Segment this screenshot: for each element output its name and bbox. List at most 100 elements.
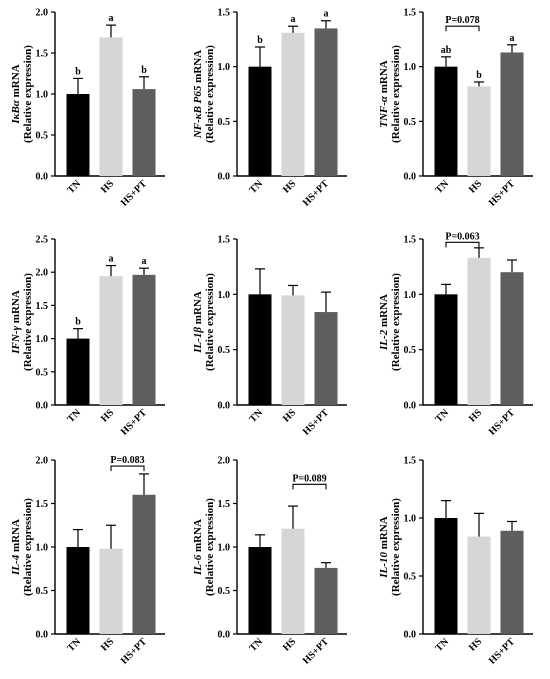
category-label: HS+PT xyxy=(487,407,518,438)
y-tick-label: 0.0 xyxy=(36,630,49,641)
category-label: HS+PT xyxy=(487,636,518,667)
chart-panel: 0.0 0.5 1.0 1.5 ab TN b HS a HS+PT P=0.078 TNF-α mR… xyxy=(378,8,533,209)
bar xyxy=(314,28,338,177)
significance-letter: ab xyxy=(441,45,452,56)
p-value-annotation: P=0.089 xyxy=(292,473,326,484)
y-axis-label: IL-1β mRNA xyxy=(192,291,204,354)
y-tick-label: 0.5 xyxy=(36,131,49,142)
y-axis-label-suffix: mRNA xyxy=(192,50,204,86)
category-label: HS+PT xyxy=(301,636,332,667)
y-tick-label: 1.0 xyxy=(218,62,231,73)
y-tick-label: 1.0 xyxy=(404,62,417,73)
y-tick-label: 0.5 xyxy=(218,117,231,128)
bar xyxy=(467,536,491,634)
y-axis-sublabel: (Relative expression) xyxy=(390,498,402,596)
chart-panel: 0.0 0.5 1.0 1.5 2.0 2.5 b TN a HS a HS+PT IFN-γ mRNA… xyxy=(10,235,165,438)
y-tick-label: 0.0 xyxy=(36,172,49,183)
y-axis-label-gene: IL-1β xyxy=(192,327,204,354)
y-tick-label: 0.5 xyxy=(218,586,231,597)
bar xyxy=(281,528,305,634)
bar xyxy=(132,89,156,176)
y-tick-label: 2.0 xyxy=(218,456,231,467)
y-axis-label: IκBα mRNA xyxy=(10,64,22,124)
significance-letter: a xyxy=(324,9,329,20)
p-value-annotation: P=0.063 xyxy=(445,231,479,242)
y-tick-label: 1.5 xyxy=(36,499,49,510)
significance-letter: b xyxy=(141,65,147,76)
y-tick-label: 0.0 xyxy=(218,172,231,183)
bar xyxy=(434,294,458,405)
y-axis-sublabel: (Relative expression) xyxy=(204,273,216,371)
category-label: HS xyxy=(281,636,299,654)
bar xyxy=(99,37,123,176)
y-tick-label: 2.5 xyxy=(36,235,49,246)
y-tick-label: 1.5 xyxy=(218,8,231,19)
category-label: HS xyxy=(99,407,117,425)
y-axis-label-suffix: mRNA xyxy=(10,64,22,100)
y-axis-label: IL-10 mRNA xyxy=(378,516,390,578)
y-tick-label: 1.5 xyxy=(404,456,417,467)
bar xyxy=(500,52,524,176)
chart-panel: 0.0 0.5 1.0 1.5 TN HS HS+PT P=0.063 IL-2 mRNA (Re… xyxy=(378,231,533,438)
bar xyxy=(467,257,491,405)
chart-panel: 0.0 0.5 1.0 1.5 TN HS HS+PT IL-1β mRNA (Relative… xyxy=(192,235,347,438)
chart-panel: 0.0 0.5 1.0 1.5 2.0 TN HS HS+PT P=0.089 IL-6 mRNA… xyxy=(192,456,347,667)
bar xyxy=(132,494,156,634)
bar xyxy=(434,66,458,176)
bar xyxy=(99,276,123,405)
y-axis-sublabel: (Relative expression) xyxy=(22,498,34,596)
bar xyxy=(434,518,458,634)
significance-letter: b xyxy=(75,317,81,328)
significance-letter: a xyxy=(109,254,114,265)
significance-letter: b xyxy=(75,66,81,77)
bar xyxy=(248,547,272,634)
comparison-bracket xyxy=(292,483,327,490)
bar xyxy=(66,547,90,634)
category-label: TN xyxy=(434,407,452,425)
y-axis-label: TNF-α mRNA xyxy=(378,60,390,128)
y-axis-label-suffix: mRNA xyxy=(378,60,390,96)
chart-panel: 0.0 0.5 1.0 1.5 2.0 TN HS HS+PT P=0.083 IL-4 mRNA… xyxy=(10,455,165,667)
category-label: TN xyxy=(434,178,452,196)
category-label: HS+PT xyxy=(119,178,150,209)
comparison-bracket xyxy=(110,465,145,472)
significance-letter: b xyxy=(257,35,263,46)
y-tick-label: 0.0 xyxy=(218,630,231,641)
category-label: HS+PT xyxy=(119,636,150,667)
y-axis-label-suffix: mRNA xyxy=(378,294,390,330)
category-label: TN xyxy=(248,636,266,654)
category-label: TN xyxy=(434,636,452,654)
y-tick-label: 1.5 xyxy=(404,8,417,19)
comparison-bracket xyxy=(445,25,480,32)
category-label: HS xyxy=(467,636,485,654)
y-tick-label: 1.5 xyxy=(218,235,231,246)
y-axis-sublabel: (Relative expression) xyxy=(390,45,402,143)
y-axis-label: IL-2 mRNA xyxy=(378,294,390,351)
category-label: TN xyxy=(66,636,84,654)
y-tick-label: 1.0 xyxy=(36,90,49,101)
chart-panel: 0.0 0.5 1.0 1.5 2.0 b TN a HS b HS+PT IκBα mRNA (Rel… xyxy=(10,8,165,209)
category-label: HS xyxy=(467,178,485,196)
y-tick-label: 1.0 xyxy=(404,514,417,525)
y-axis-sublabel: (Relative expression) xyxy=(390,273,402,371)
y-axis-sublabel: (Relative expression) xyxy=(22,273,34,371)
category-label: HS+PT xyxy=(301,407,332,438)
bar xyxy=(132,274,156,405)
category-label: HS xyxy=(467,407,485,425)
y-tick-label: 0.5 xyxy=(404,572,417,583)
bar xyxy=(314,567,338,634)
bar xyxy=(248,66,272,176)
y-tick-label: 2.0 xyxy=(36,456,49,467)
y-axis-label-gene: IL-2 xyxy=(378,329,390,351)
bar xyxy=(500,272,524,405)
bar xyxy=(281,295,305,405)
category-label: HS xyxy=(99,636,117,654)
category-label: HS+PT xyxy=(301,178,332,209)
y-tick-label: 1.5 xyxy=(36,49,49,60)
y-axis-label-gene: TNF-α xyxy=(378,95,390,128)
bar xyxy=(281,32,305,177)
y-tick-label: 1.5 xyxy=(404,235,417,246)
y-axis-label-suffix: mRNA xyxy=(378,516,390,552)
category-label: TN xyxy=(66,178,84,196)
significance-letter: a xyxy=(109,13,114,24)
